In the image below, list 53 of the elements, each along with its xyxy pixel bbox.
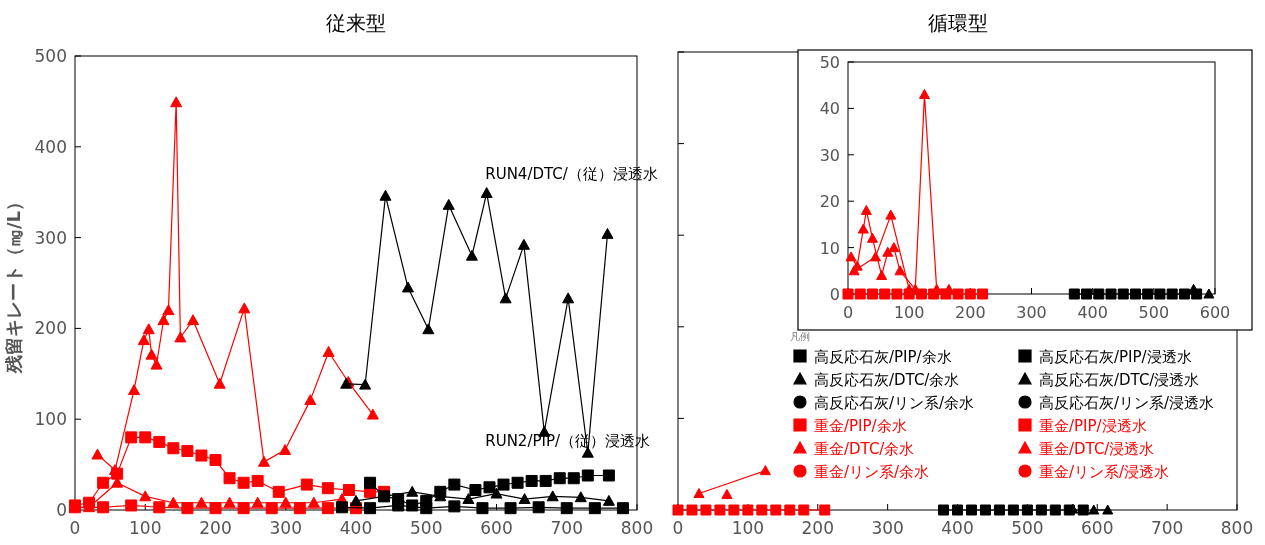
x-tick-label: 300: [269, 518, 302, 538]
y-tick-label: 30: [819, 145, 840, 165]
legend-label: 高反応石灰/DTC/浸透水: [1039, 371, 1200, 389]
x-tick-label: 0: [842, 303, 854, 322]
x-tick-label: 400: [339, 518, 373, 538]
x-tick-label: 200: [955, 303, 986, 322]
x-tick-label: 300: [1016, 303, 1047, 322]
y-tick-label: 0: [829, 285, 840, 304]
legend-label: 重金/PIP/浸透水: [1039, 417, 1147, 435]
y-tick-label: 20: [819, 192, 840, 212]
x-tick-label: 400: [941, 518, 974, 538]
legend-label: 高反応石灰/PIP/余水: [814, 348, 952, 366]
x-tick-label: 600: [480, 518, 513, 538]
legend-label: 重金/リン系/浸透水: [1039, 463, 1170, 481]
x-tick-label: 200: [199, 518, 232, 538]
legend-label: 重金/DTC/余水: [814, 440, 915, 458]
y-tick-label: 300: [34, 227, 67, 248]
x-tick-label: 400: [1077, 303, 1108, 322]
legend-label: 重金/DTC/浸透水: [1039, 440, 1155, 458]
x-tick-label: 100: [129, 518, 162, 538]
x-tick-label: 300: [871, 518, 904, 538]
y-tick-label: 200: [34, 318, 67, 339]
x-tick-label: 100: [893, 303, 925, 322]
y-tick-label: 40: [819, 99, 840, 119]
y-axis-title: 残留キレート（㎎/L）: [3, 192, 24, 375]
x-tick-label: 500: [410, 518, 443, 538]
y-tick-label: 0: [56, 500, 67, 520]
y-tick-label: 10: [819, 238, 840, 258]
y-tick-label: 50: [819, 53, 840, 72]
x-tick-label: 800: [620, 518, 654, 538]
x-tick-label: 500: [1011, 518, 1044, 538]
y-tick-label: 400: [34, 136, 67, 157]
legend-title: 凡例: [790, 331, 810, 342]
y-tick-label: 100: [34, 409, 67, 430]
chart-title: 従来型: [326, 11, 386, 35]
x-tick-label: 600: [1199, 303, 1231, 322]
x-tick-label: 600: [1081, 518, 1114, 538]
x-tick-label: 800: [1220, 518, 1254, 538]
x-tick-label: 500: [1138, 303, 1170, 322]
x-tick-label: 100: [731, 518, 765, 538]
legend-label: 高反応石灰/DTC/余水: [814, 371, 960, 389]
x-tick-label: 0: [69, 518, 81, 538]
legend-label: 高反応石灰/PIP/浸透水: [1039, 348, 1192, 366]
annotation: RUN4/DTC/（従）浸透水: [485, 164, 658, 183]
x-tick-label: 0: [672, 518, 684, 538]
legend-label: 高反応石灰/リン系/浸透水: [1039, 394, 1215, 412]
chart-title: 循環型: [927, 11, 988, 35]
x-tick-label: 700: [1150, 518, 1184, 538]
y-tick-label: 500: [34, 46, 67, 66]
x-tick-label: 700: [550, 518, 583, 538]
legend-label: 重金/リン系/余水: [814, 463, 930, 481]
legend-label: 重金/PIP/余水: [814, 417, 907, 435]
legend-label: 高反応石灰/リン系/余水: [814, 394, 975, 412]
